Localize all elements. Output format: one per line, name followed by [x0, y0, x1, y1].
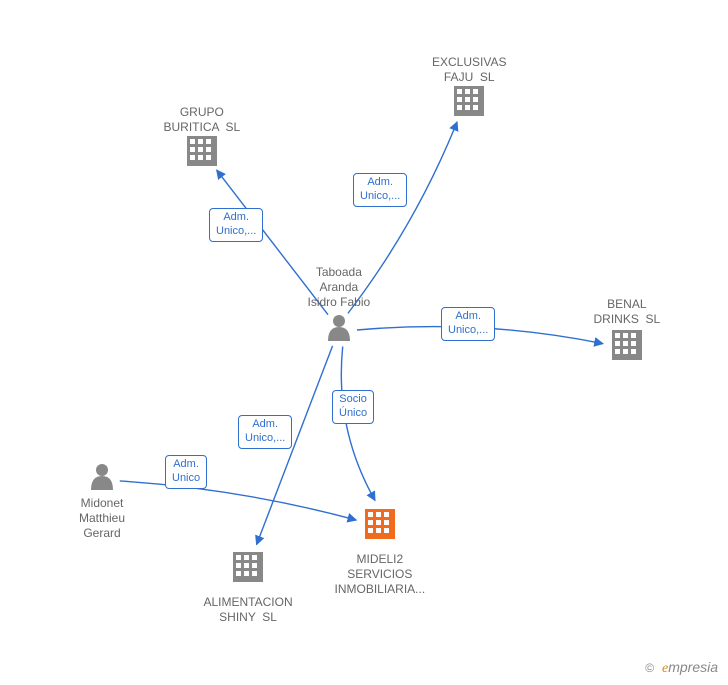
node-label: GRUPO BURITICA SL	[164, 105, 241, 135]
edge-label: Adm. Unico,...	[238, 415, 292, 449]
building-icon[interactable]	[233, 552, 263, 582]
building-icon[interactable]	[612, 330, 642, 360]
node-label: Taboada Aranda Isidro Fabio	[308, 265, 371, 310]
edge-label: Adm. Unico,...	[209, 208, 263, 242]
brand-rest: mpresia	[668, 659, 718, 675]
building-icon[interactable]	[187, 136, 217, 166]
edge-label: Adm. Unico,...	[441, 307, 495, 341]
watermark: © empresia	[645, 659, 718, 677]
edge-label: Socio Único	[332, 390, 374, 424]
person-icon[interactable]	[91, 464, 113, 490]
edge-label: Adm. Unico	[165, 455, 207, 489]
edge-label: Adm. Unico,...	[353, 173, 407, 207]
edge	[120, 481, 357, 520]
node-label: EXCLUSIVAS FAJU SL	[432, 55, 506, 85]
building-icon[interactable]	[454, 86, 484, 116]
person-icon[interactable]	[328, 315, 350, 341]
node-label: MIDELI2 SERVICIOS INMOBILIARIA...	[335, 552, 426, 597]
node-label: ALIMENTACION SHINY SL	[204, 595, 293, 625]
edge	[341, 347, 375, 501]
copyright-symbol: ©	[645, 661, 654, 675]
node-label: Midonet Matthieu Gerard	[79, 496, 125, 541]
building-icon[interactable]	[365, 509, 395, 539]
node-label: BENAL DRINKS SL	[594, 297, 661, 327]
